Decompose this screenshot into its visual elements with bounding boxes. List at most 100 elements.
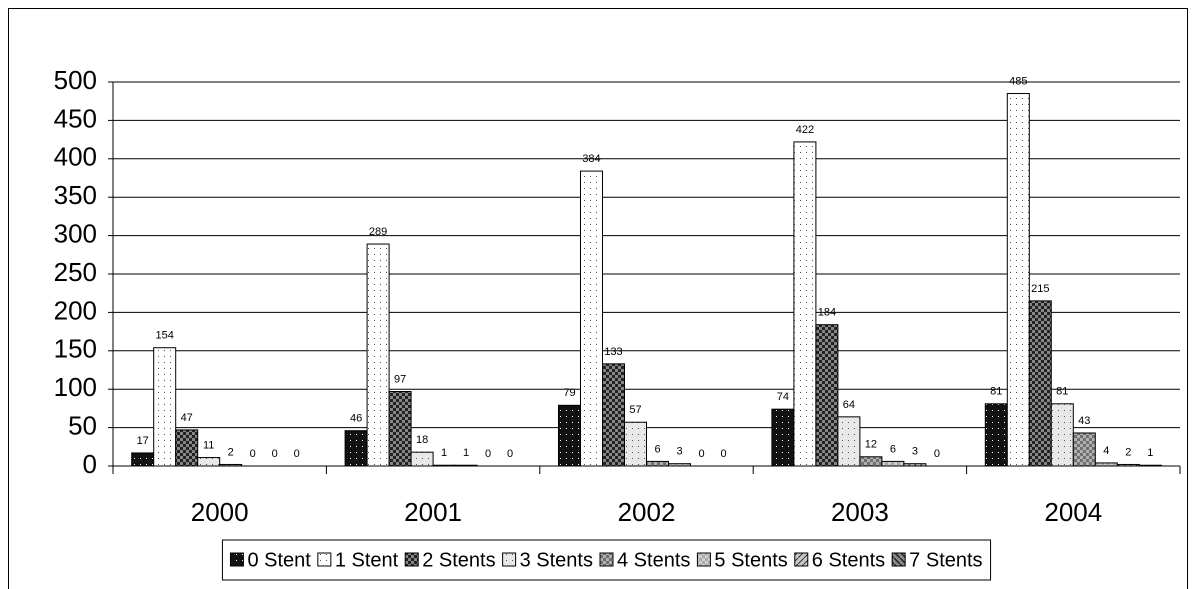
bar: [1094, 462, 1118, 467]
value-label: 74: [777, 391, 789, 403]
value-label: 46: [350, 413, 362, 425]
bar: [1028, 300, 1052, 467]
value-label: 97: [394, 373, 406, 385]
bar: [153, 347, 177, 467]
value-label: 81: [1056, 386, 1068, 398]
legend-label: 1 Stent: [335, 549, 399, 571]
value-label: 43: [1078, 415, 1090, 427]
value-label: 184: [818, 307, 836, 319]
chart-frame: [8, 8, 1188, 589]
legend-marker: [229, 552, 244, 567]
legend: 0 Stent 1 Stent 2 Stents 3 Stents 4 Stents 5 …: [221, 539, 992, 581]
y-tick-label: 100: [54, 372, 97, 402]
bar: [410, 451, 434, 467]
y-tick-label: 0: [83, 449, 97, 479]
bar: [388, 391, 412, 467]
bar: [175, 429, 199, 467]
legend-marker: [891, 552, 906, 567]
value-label: 79: [563, 387, 575, 399]
bar: [793, 141, 817, 467]
legend-marker: [794, 552, 809, 567]
x-tick-label: 2001: [404, 497, 462, 527]
bar: [624, 421, 647, 467]
value-label: 81: [990, 386, 1002, 398]
value-label: 1: [463, 447, 469, 459]
x-tick-label: 2002: [618, 497, 676, 527]
value-label: 0: [720, 448, 726, 460]
bar: [344, 430, 368, 467]
value-label: 0: [698, 448, 704, 460]
legend-label: 0 Stent: [247, 549, 311, 571]
bar: [1006, 93, 1030, 467]
bar: [771, 408, 795, 467]
value-label: 2: [1125, 446, 1131, 458]
bar: [131, 452, 155, 467]
value-label: 0: [294, 448, 300, 460]
value-label: 17: [137, 435, 149, 447]
value-label: 1: [441, 447, 447, 459]
legend-label: 6 Stents: [812, 549, 885, 571]
bar: [580, 170, 603, 467]
legend-label: 3 Stents: [520, 549, 593, 571]
value-label: 154: [156, 330, 174, 342]
value-label: 57: [629, 404, 641, 416]
bar: [837, 416, 861, 467]
bar: [881, 460, 905, 467]
legend-label: 4 Stents: [617, 549, 690, 571]
y-tick-label: 400: [54, 142, 97, 172]
value-label: 0: [934, 448, 940, 460]
value-label: 0: [272, 448, 278, 460]
y-tick-label: 500: [54, 65, 97, 95]
x-tick-label: 2000: [191, 497, 249, 527]
legend-marker: [404, 552, 419, 567]
value-label: 422: [796, 124, 814, 136]
bar: [646, 460, 669, 467]
value-label: 3: [912, 446, 918, 458]
value-label: 64: [843, 399, 855, 411]
y-tick-label: 250: [54, 257, 97, 287]
value-label: 18: [416, 434, 428, 446]
value-label: 0: [250, 448, 256, 460]
bar: [859, 456, 883, 467]
bar: [197, 457, 221, 467]
bar: [454, 464, 478, 467]
bar: [366, 243, 390, 467]
y-tick-label: 200: [54, 295, 97, 325]
bar: [815, 324, 839, 467]
value-label: 47: [181, 412, 193, 424]
y-tick-label: 450: [54, 103, 97, 133]
value-label: 0: [485, 448, 491, 460]
value-label: 6: [890, 443, 896, 455]
x-tick-label: 2003: [831, 497, 889, 527]
bar: [984, 403, 1008, 467]
value-label: 384: [582, 153, 600, 165]
bar: [558, 404, 581, 467]
legend-marker: [502, 552, 517, 567]
legend-label: 7 Stents: [909, 549, 982, 571]
legend-label: 2 Stents: [422, 549, 495, 571]
bar: [903, 463, 927, 467]
bar: [432, 464, 456, 467]
value-label: 133: [604, 346, 622, 358]
legend-marker: [696, 552, 711, 567]
y-tick-label: 300: [54, 218, 97, 248]
y-tick-label: 350: [54, 180, 97, 210]
bar: [1050, 403, 1074, 467]
legend-label: 5 Stents: [714, 549, 787, 571]
bar: [668, 463, 691, 467]
bar: [219, 463, 243, 467]
bar: [1072, 432, 1096, 467]
value-label: 0: [507, 448, 513, 460]
legend-marker: [317, 552, 332, 567]
bar: [602, 363, 625, 467]
value-label: 4: [1103, 445, 1109, 457]
value-label: 1: [1147, 447, 1153, 459]
value-label: 12: [865, 439, 877, 451]
legend-marker: [599, 552, 614, 567]
value-label: 6: [654, 443, 660, 455]
x-tick-label: 2004: [1044, 497, 1102, 527]
value-label: 215: [1031, 283, 1049, 295]
y-tick-label: 50: [68, 410, 97, 440]
bar: [1116, 463, 1140, 467]
